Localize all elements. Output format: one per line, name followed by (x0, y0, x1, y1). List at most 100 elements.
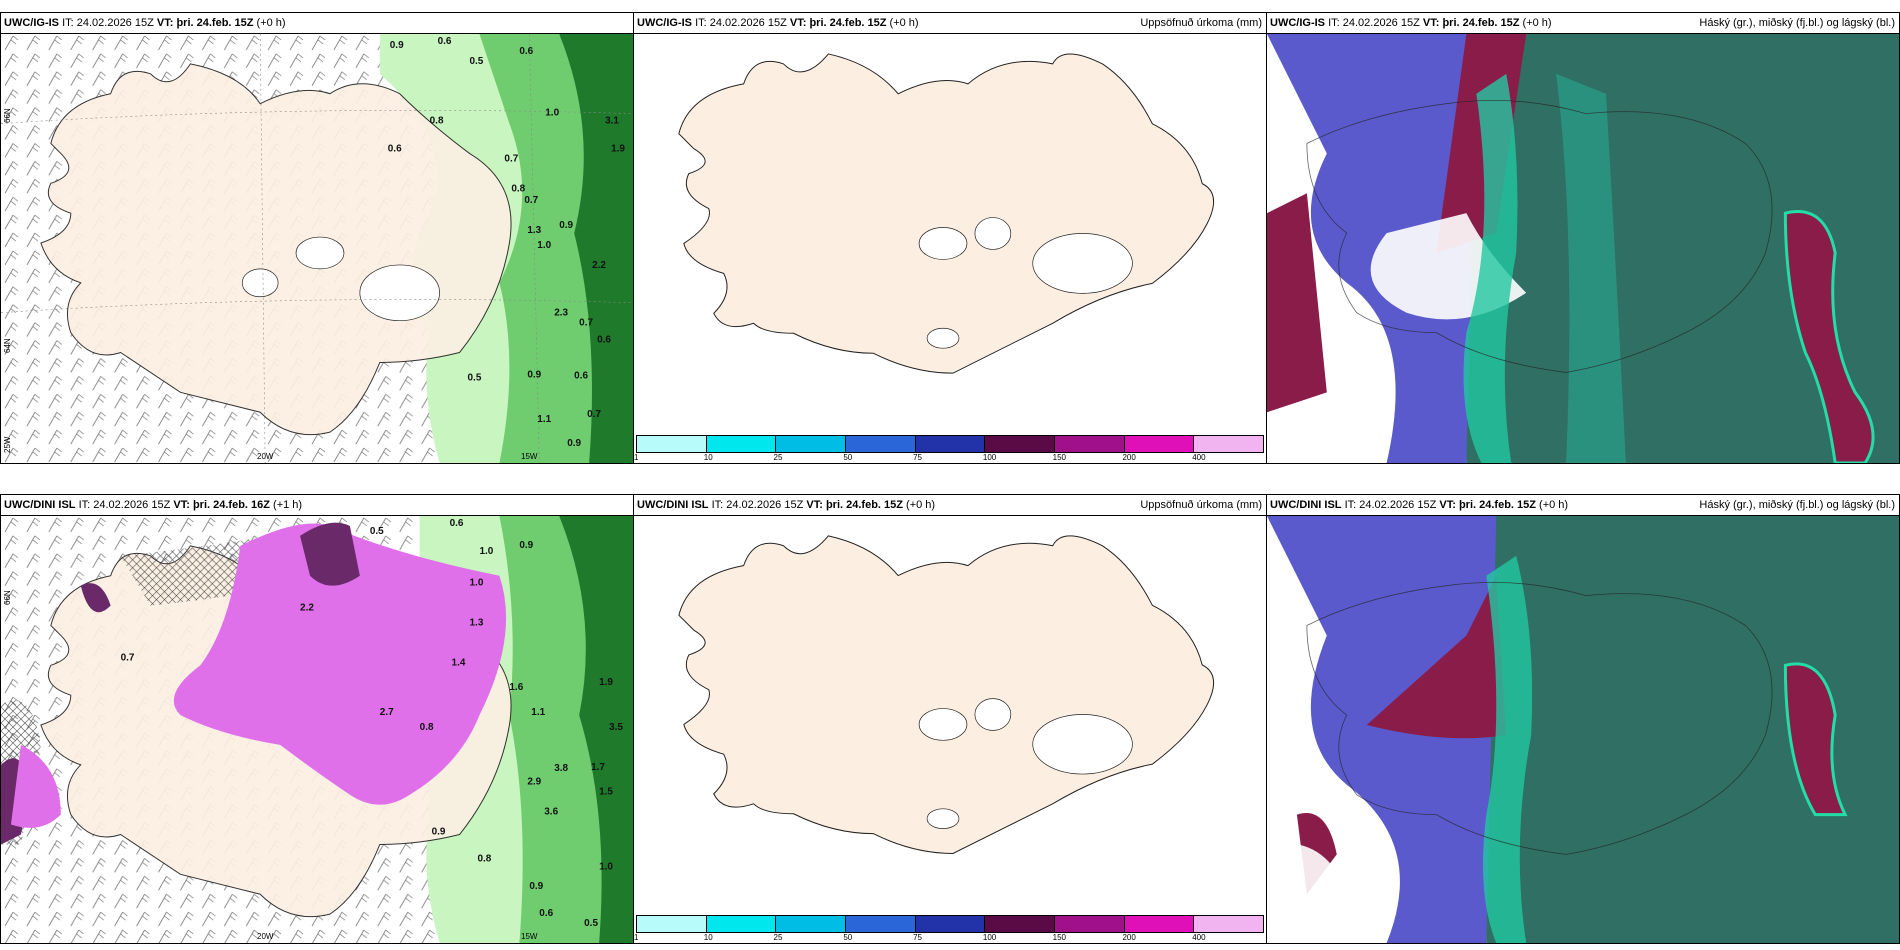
precip-value-label: 1.5 (599, 787, 613, 798)
field-title: Háský (gr.), miðský (fj.bl.) og lágský (… (1699, 17, 1895, 29)
precip-value-label: 1.0 (537, 240, 551, 251)
iceland-coastline (1306, 581, 1773, 855)
panel-header: UWC/IG-IS IT: 24.02.2026 15Z VT: þri. 24… (1267, 13, 1899, 34)
panel-top-left-precip-wind: UWC/IG-IS IT: 24.02.2026 15Z VT: þri. 24… (0, 12, 634, 464)
colorbar-swatch (985, 916, 1056, 932)
mid-cloud-area (1267, 516, 1497, 943)
precip-value-label: 3.5 (609, 722, 623, 733)
lead-time: (+0 h) (889, 17, 919, 29)
glacier-hofsjokull (974, 217, 1012, 250)
colorbar-tick-label: 100 (982, 933, 997, 942)
map-canvas[interactable] (634, 516, 1266, 913)
colorbar-ticks: 1 10 25 50 75 100 150 200 400 (634, 933, 1264, 943)
precip-value-label: 2.3 (554, 308, 568, 319)
precip-value-label: 1.4 (452, 657, 466, 668)
panel-header: UWC/DINI ISL IT: 24.02.2026 15Z VT: þri.… (634, 495, 1266, 516)
precip-value-label: 2.7 (380, 707, 394, 718)
lead-time: (+0 h) (256, 17, 286, 29)
low-cloud-area-east (1783, 210, 1875, 463)
precip-value-label: 0.5 (468, 372, 482, 383)
colorbar-ticks: 1 10 25 50 75 100 150 200 400 (634, 453, 1264, 463)
vt-value: þri. 24.feb. 15Z (1458, 499, 1536, 511)
low-cloud-area (1366, 575, 1507, 739)
vt-label: VT: (1439, 499, 1456, 511)
colorbar-swatch (776, 436, 847, 452)
it-value: 24.02.2026 15Z (709, 17, 787, 29)
precip-value-label: 0.5 (470, 56, 484, 67)
lat-label-66n: 66N (3, 590, 12, 605)
high-cloud-area (1486, 516, 1899, 943)
colorbar-tick-label: 150 (1052, 933, 1067, 942)
colorbar-swatch (706, 916, 777, 932)
precip-value-label: 0.6 (574, 370, 588, 381)
panel-top-middle-accum-precip: UWC/IG-IS IT: 24.02.2026 15Z VT: þri. 24… (633, 12, 1267, 464)
panel-bottom-right-clouds: UWC/DINI ISL IT: 24.02.2026 15Z VT: þri.… (1266, 494, 1900, 944)
panel-bottom-middle-accum-precip: UWC/DINI ISL IT: 24.02.2026 15Z VT: þri.… (633, 494, 1267, 944)
vt-value: þri. 24.feb. 15Z (1442, 17, 1520, 29)
cloud-cover-map (1267, 516, 1899, 943)
precip-value-label: 0.9 (390, 40, 404, 51)
colorbar-swatch (1124, 916, 1195, 932)
glacier-langjokull (241, 268, 279, 298)
cloud-cover-map (1267, 34, 1899, 463)
glacier-langjokull (918, 708, 968, 741)
precip-value-label: 0.6 (438, 36, 452, 47)
iceland-landmass (40, 63, 512, 436)
colorbar-tick-label: 25 (773, 453, 783, 462)
precip-dark-area (559, 516, 633, 943)
precip-value-label: 0.6 (519, 46, 533, 57)
precip-value-label: 3.8 (554, 763, 568, 774)
panel-header: UWC/DINI ISL IT: 24.02.2026 15Z VT: þri.… (1, 495, 633, 516)
colorbar-tick-label: 200 (1122, 453, 1136, 462)
precip-value-label: 0.6 (388, 143, 402, 154)
glacier-vatnajokull (1032, 714, 1133, 775)
map-canvas[interactable] (634, 34, 1266, 433)
precip-value-label: 1.7 (591, 762, 605, 773)
it-label: IT: (78, 499, 91, 511)
it-value: 24.02.2026 15Z (93, 499, 171, 511)
map-canvas[interactable] (1267, 34, 1899, 463)
it-value: 24.02.2026 15Z (1342, 17, 1420, 29)
lead-time: (+1 h) (273, 499, 303, 511)
colorbar-tick-label: 10 (703, 453, 713, 462)
it-label: IT: (62, 17, 74, 29)
lon-label-20w: 20W (257, 932, 274, 941)
lat-lon-grid (1, 34, 633, 463)
colorbar-tick-label: 400 (1192, 933, 1206, 942)
glacier-myrdalsjokull (926, 327, 960, 349)
colorbar-swatch (706, 436, 777, 452)
it-label: IT: (695, 17, 707, 29)
it-value: 24.02.2026 15Z (76, 17, 154, 29)
vt-label: VT: (156, 17, 174, 29)
precip-value-label: 1.0 (599, 861, 613, 872)
colorbar-swatch (1124, 436, 1195, 452)
precip-colorbar: 1 10 25 50 75 100 150 200 400 (634, 915, 1264, 943)
precip-value-label: 2.2 (592, 260, 606, 271)
panel-top-right-clouds: UWC/IG-IS IT: 24.02.2026 15Z VT: þri. 24… (1266, 12, 1900, 464)
precip-value-label: 3.6 (544, 807, 558, 818)
colorbar-swatch (846, 916, 916, 932)
lat-label-66n: 66N (3, 108, 12, 123)
colorbar-swatch (637, 436, 707, 452)
colorbar-tick-label: 50 (843, 453, 853, 462)
model-label: UWC/DINI ISL (637, 499, 709, 511)
precip-value-label: 0.5 (370, 526, 384, 537)
map-canvas[interactable]: 0.5 0.6 1.0 0.9 1.0 1.3 1.4 2.2 0.7 2.7 1.6 1.1 0.8 3… (1, 516, 633, 943)
colorbar-swatch (1194, 436, 1264, 452)
map-canvas[interactable]: 0.9 0.6 0.5 0.6 1.0 0.8 0.6 0.7 0.8 0.7 1.3 1.0 0.9 2… (1, 34, 633, 463)
glacier-hofsjokull (974, 698, 1012, 731)
map-canvas[interactable] (1267, 516, 1899, 943)
precip-value-label: 0.7 (524, 195, 538, 206)
precip-value-label: 0.9 (559, 220, 573, 231)
vt-label: VT: (173, 499, 190, 511)
colorbar-tick-label: 150 (1052, 453, 1067, 462)
vt-label: VT: (1422, 17, 1440, 29)
glacier-vatnajokull (1032, 233, 1133, 294)
colorbar-swatch (846, 436, 916, 452)
colorbar-swatches (636, 915, 1264, 933)
panel-header: UWC/DINI ISL IT: 24.02.2026 15Z VT: þri.… (1267, 495, 1899, 516)
vt-value: þri. 24.feb. 16Z (192, 499, 270, 511)
precip-value-label: 0.7 (587, 409, 601, 420)
it-value: 24.02.2026 15Z (726, 499, 804, 511)
precip-value-label: 2.2 (300, 603, 314, 614)
